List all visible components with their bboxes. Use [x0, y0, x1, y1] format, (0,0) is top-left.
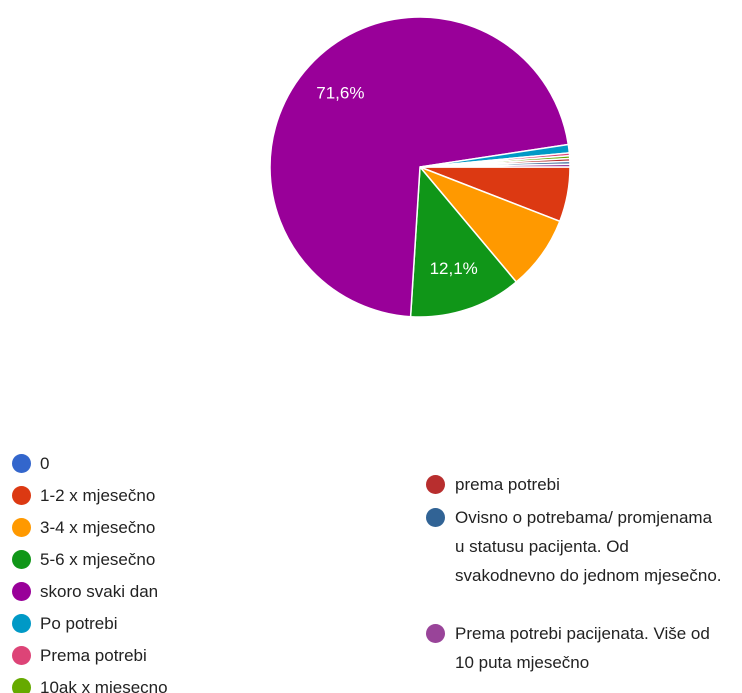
legend-swatch: [12, 454, 31, 473]
slice-label: 71,6%: [316, 84, 364, 103]
legend-label: prema potrebi: [455, 475, 560, 494]
legend-label: 3-4 x mjesečno: [40, 518, 156, 537]
legend-label: Prema potrebi: [40, 646, 147, 665]
legend-swatch: [12, 486, 31, 505]
pie-slice: [409, 165, 518, 318]
legend-label: Prema potrebi pacijenata. Više od 10 put…: [455, 624, 710, 672]
pie-area: 12,1% 71,6%: [269, 16, 571, 318]
pie-slice: [269, 16, 570, 318]
legend-label: Ovisno o potrebama/ promjenama u statusu…: [455, 508, 722, 585]
legend-swatch: [12, 678, 31, 693]
legend-swatch: [426, 624, 445, 643]
legend-label: 5-6 x mjesečno: [40, 550, 156, 569]
legend-swatch: [426, 475, 445, 494]
legend-swatch: [426, 508, 445, 527]
legend-swatch: [12, 582, 31, 601]
slice-label: 12,1%: [430, 259, 478, 278]
legend-swatch: [12, 518, 31, 537]
legend-label: skoro svaki dan: [40, 582, 159, 601]
legend-swatch: [12, 550, 31, 569]
legend-swatch: [12, 646, 31, 665]
legend-label: 10ak x mjesecno: [40, 678, 168, 693]
legend-label: 0: [40, 454, 50, 473]
legend-label: Po potrebi: [40, 614, 118, 633]
pie-slice: [419, 163, 571, 168]
legend-label: 1-2 x mjesečno: [40, 486, 156, 505]
legend-swatch: [12, 614, 31, 633]
